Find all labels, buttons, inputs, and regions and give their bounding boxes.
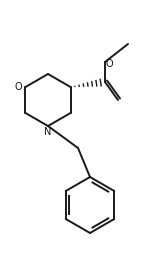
Text: N: N (44, 127, 52, 137)
Text: O: O (105, 59, 113, 69)
Text: O: O (15, 82, 22, 92)
